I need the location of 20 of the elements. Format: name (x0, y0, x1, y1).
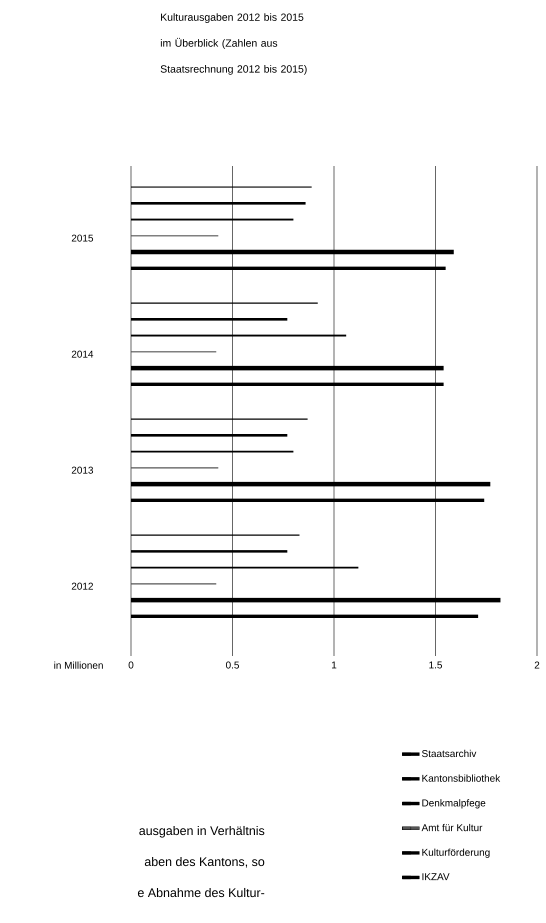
legend-label: IKZAV (422, 873, 450, 880)
x-tick-label: 1 (332, 662, 336, 668)
legend-label: Amt für Kultur (422, 824, 482, 832)
x-axis-title: in Millionen (54, 662, 103, 669)
legend-label: Denkmalpfege (422, 799, 486, 808)
y-tick-label: 2014 (72, 350, 94, 358)
x-tick-label: 0.5 (226, 662, 240, 669)
chart-title: Kulturausgaben 2012 bis 2015 im Überblick (Zahlen aus Staatsrechnung 2012 bis 2015) (160, 13, 307, 75)
legend-label: Staatsarchiv (422, 750, 476, 758)
text: aben des Kantons, so (144, 856, 264, 868)
x-tick-label: 1.5 (429, 662, 442, 668)
x-tick-label: 2 (534, 662, 540, 668)
legend-label: Kulturförderung (422, 848, 490, 858)
x-tick-label: 0 (128, 662, 134, 669)
y-tick-label: 2013 (72, 466, 94, 474)
y-tick-label: 2012 (72, 582, 93, 590)
y-tick-label: 2015 (72, 234, 94, 242)
legend-label: Kantonsbibliothek (422, 774, 500, 782)
text: ausgaben in Verhältnis (139, 826, 264, 838)
text: e Abnahme des Kultur- (138, 888, 264, 898)
